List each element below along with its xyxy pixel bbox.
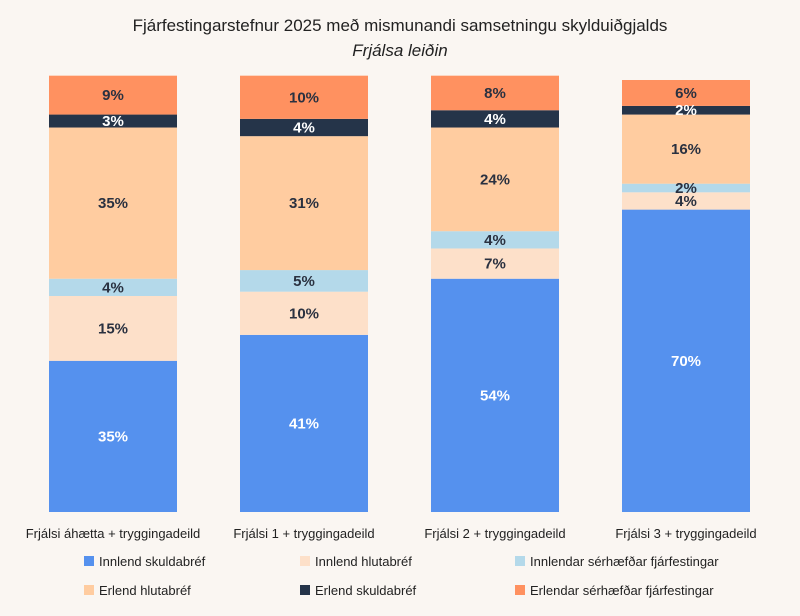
- legend-swatch: [84, 556, 94, 566]
- x-axis-ticks: Frjálsi áhætta + tryggingadeild Frjálsi 1…: [26, 526, 757, 541]
- data-label: 10%: [289, 89, 319, 106]
- bar-segment: [622, 192, 750, 210]
- bar-segment: [49, 360, 177, 512]
- data-label: 16%: [671, 141, 701, 158]
- data-label: 8%: [484, 85, 506, 102]
- legend-label: Erlendar sérhæfðar fjárfestingar: [530, 583, 714, 598]
- bar-segment: [622, 80, 750, 106]
- bar-segment: [431, 231, 559, 249]
- bar-segment: [622, 105, 750, 115]
- data-label: 4%: [102, 279, 124, 296]
- bar-segment: [49, 75, 177, 115]
- bar-segment: [240, 118, 368, 137]
- data-labels-group: 35% 15% 4% 35% 3% 9% 41% 10% 5% 31% 4% 10% 54% 7% 4% 24…: [98, 85, 701, 445]
- bar-segment: [431, 110, 559, 128]
- bar-segment: [240, 334, 368, 512]
- data-label: 4%: [484, 232, 506, 249]
- bar-segment: [431, 278, 559, 512]
- bar-segment: [49, 114, 177, 128]
- data-label: 70%: [671, 353, 701, 370]
- x-tick-label: Frjálsi áhætta + tryggingadeild: [26, 526, 201, 541]
- data-label: 6%: [675, 85, 697, 102]
- legend-label: Innlend hlutabréf: [315, 554, 412, 569]
- data-label: 10%: [289, 305, 319, 322]
- chart-subtitle: Frjálsa leiðin: [352, 41, 447, 60]
- data-label: 24%: [480, 171, 510, 188]
- bar-segment: [240, 75, 368, 119]
- data-label: 2%: [675, 102, 697, 119]
- data-label: 31%: [289, 195, 319, 212]
- bar-segment: [49, 127, 177, 279]
- data-label: 4%: [484, 111, 506, 128]
- legend-swatch: [300, 585, 310, 595]
- data-label: 7%: [484, 256, 506, 273]
- bar-segment: [622, 114, 750, 184]
- bar-segment: [240, 270, 368, 292]
- data-label: 2%: [675, 180, 697, 197]
- legend-label: Erlend hlutabréf: [99, 583, 191, 598]
- chart-title: Fjárfestingarstefnur 2025 með mismunandi…: [133, 16, 668, 35]
- legend-label: Innlendar sérhæfðar fjárfestingar: [530, 554, 719, 569]
- bar-segment: [431, 75, 559, 111]
- data-label: 41%: [289, 415, 319, 432]
- legend-swatch: [515, 556, 525, 566]
- data-label: 35%: [98, 195, 128, 212]
- data-label: 54%: [480, 387, 510, 404]
- legend-swatch: [300, 556, 310, 566]
- bar-segment: [49, 296, 177, 361]
- bar-segment: [622, 183, 750, 193]
- legend: Innlend skuldabréf Innlend hlutabréf Innle…: [84, 554, 719, 598]
- legend-label: Innlend skuldabréf: [99, 554, 206, 569]
- bars-group: [49, 75, 750, 512]
- data-label: 4%: [293, 120, 315, 137]
- x-tick-label: Frjálsi 2 + tryggingadeild: [424, 526, 565, 541]
- legend-swatch: [515, 585, 525, 595]
- data-label: 9%: [102, 87, 124, 104]
- data-label: 35%: [98, 428, 128, 445]
- legend-swatch: [84, 585, 94, 595]
- bar-segment: [240, 136, 368, 271]
- data-label: 15%: [98, 320, 128, 337]
- bar-segment: [622, 209, 750, 512]
- data-label: 4%: [675, 193, 697, 210]
- data-label: 5%: [293, 273, 315, 290]
- x-tick-label: Frjálsi 1 + tryggingadeild: [233, 526, 374, 541]
- legend-label: Erlend skuldabréf: [315, 583, 417, 598]
- x-tick-label: Frjálsi 3 + tryggingadeild: [615, 526, 756, 541]
- bar-segment: [431, 127, 559, 232]
- bar-segment: [49, 278, 177, 296]
- bar-segment: [240, 291, 368, 335]
- bar-segment: [431, 248, 559, 279]
- data-label: 3%: [102, 113, 124, 130]
